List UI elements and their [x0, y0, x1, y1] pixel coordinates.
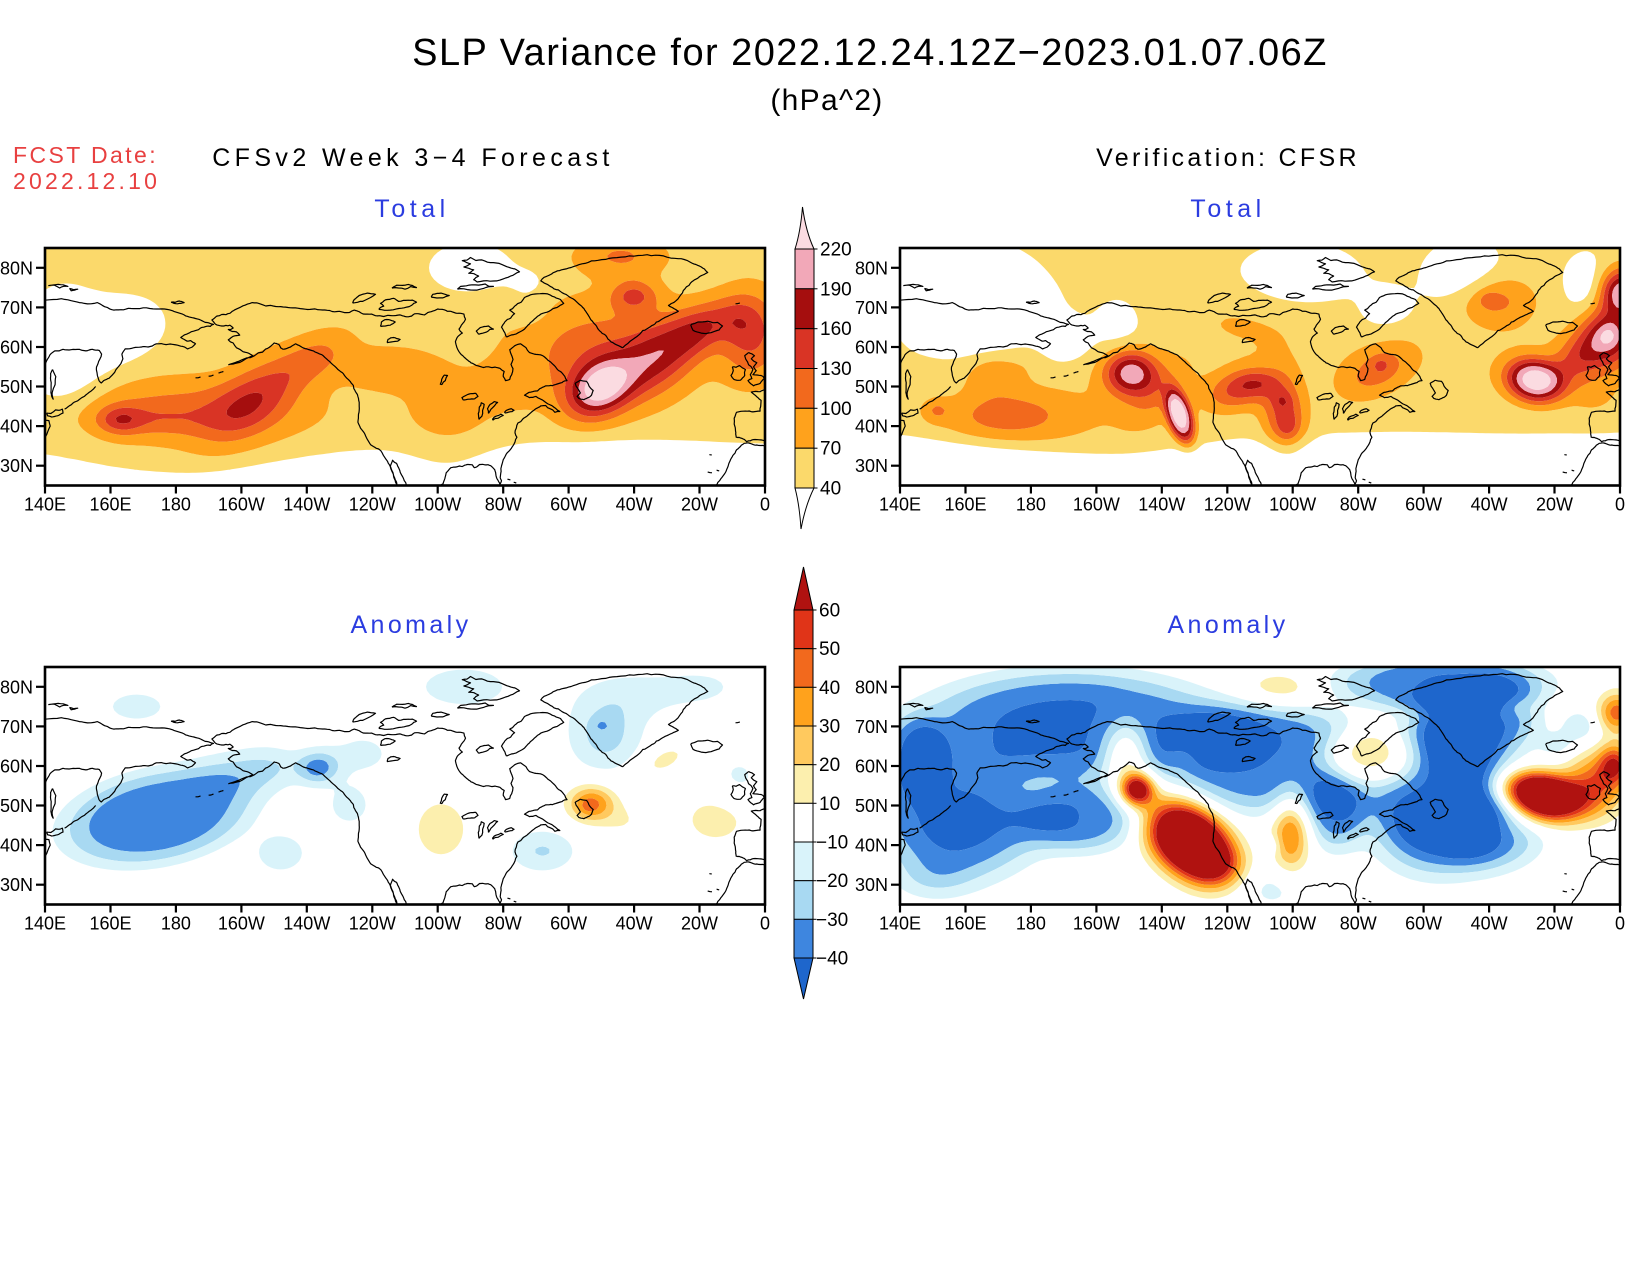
svg-text:40N: 40N: [0, 417, 33, 437]
svg-text:100W: 100W: [414, 914, 461, 934]
svg-text:120W: 120W: [1204, 914, 1251, 934]
svg-text:70N: 70N: [855, 298, 888, 318]
svg-text:Verification: CFSR: Verification: CFSR: [1096, 144, 1360, 172]
svg-text:140E: 140E: [879, 495, 921, 515]
svg-text:140E: 140E: [879, 914, 921, 934]
svg-text:40W: 40W: [616, 495, 653, 515]
svg-text:20W: 20W: [1536, 495, 1573, 515]
svg-text:(hPa^2): (hPa^2): [770, 84, 883, 117]
svg-text:2022.12.10: 2022.12.10: [13, 168, 160, 194]
svg-text:160W: 160W: [218, 914, 265, 934]
svg-text:SLP Variance for 2022.12.24.12: SLP Variance for 2022.12.24.12Z−2023.01.…: [412, 32, 1328, 74]
svg-text:160E: 160E: [944, 495, 986, 515]
svg-text:180: 180: [1016, 914, 1046, 934]
svg-text:120W: 120W: [349, 914, 396, 934]
svg-text:20: 20: [819, 755, 840, 776]
svg-text:140W: 140W: [1138, 914, 1185, 934]
svg-text:100W: 100W: [414, 495, 461, 515]
svg-text:30: 30: [819, 717, 840, 738]
svg-text:60N: 60N: [0, 757, 33, 777]
svg-text:100: 100: [820, 399, 852, 420]
svg-text:40N: 40N: [855, 417, 888, 437]
svg-text:80N: 80N: [855, 258, 888, 278]
svg-text:80N: 80N: [0, 258, 33, 278]
svg-text:60W: 60W: [1405, 495, 1442, 515]
svg-text:20W: 20W: [681, 495, 718, 515]
svg-text:80W: 80W: [485, 914, 522, 934]
svg-text:220: 220: [820, 240, 852, 261]
svg-text:80W: 80W: [1340, 495, 1377, 515]
svg-text:160W: 160W: [1073, 914, 1120, 934]
svg-text:20W: 20W: [681, 914, 718, 934]
svg-text:70N: 70N: [0, 298, 33, 318]
svg-text:40: 40: [819, 678, 840, 699]
svg-text:−10: −10: [816, 833, 848, 854]
svg-text:50N: 50N: [855, 377, 888, 397]
svg-text:30N: 30N: [0, 875, 33, 895]
svg-text:180: 180: [1016, 495, 1046, 515]
svg-text:40: 40: [820, 479, 841, 500]
svg-text:Total: Total: [1190, 195, 1265, 223]
svg-text:80N: 80N: [0, 677, 33, 697]
svg-text:FCST Date:: FCST Date:: [13, 142, 158, 168]
svg-text:40W: 40W: [1471, 914, 1508, 934]
svg-text:70N: 70N: [855, 717, 888, 737]
svg-text:160E: 160E: [944, 914, 986, 934]
svg-text:160E: 160E: [89, 495, 131, 515]
svg-text:−40: −40: [816, 949, 848, 970]
svg-text:30N: 30N: [0, 456, 33, 476]
svg-text:80W: 80W: [485, 495, 522, 515]
svg-text:60N: 60N: [855, 757, 888, 777]
svg-text:180: 180: [161, 495, 191, 515]
svg-text:140E: 140E: [24, 914, 66, 934]
svg-text:140W: 140W: [283, 914, 330, 934]
svg-text:80N: 80N: [855, 677, 888, 697]
svg-text:−20: −20: [816, 871, 848, 892]
svg-text:70N: 70N: [0, 717, 33, 737]
svg-text:60N: 60N: [855, 338, 888, 358]
svg-text:160: 160: [820, 319, 852, 340]
svg-text:40N: 40N: [855, 836, 888, 856]
svg-text:Anomaly: Anomaly: [350, 611, 471, 639]
svg-text:0: 0: [760, 495, 770, 515]
svg-text:140W: 140W: [283, 495, 330, 515]
svg-text:40W: 40W: [1471, 495, 1508, 515]
svg-text:60N: 60N: [0, 338, 33, 358]
svg-text:−30: −30: [816, 910, 848, 931]
svg-text:160W: 160W: [218, 495, 265, 515]
svg-text:40W: 40W: [616, 914, 653, 934]
svg-text:160W: 160W: [1073, 495, 1120, 515]
svg-text:50N: 50N: [855, 796, 888, 816]
svg-text:100W: 100W: [1269, 914, 1316, 934]
svg-text:120W: 120W: [349, 495, 396, 515]
svg-text:Total: Total: [374, 195, 449, 223]
svg-text:30N: 30N: [855, 875, 888, 895]
svg-text:10: 10: [819, 794, 840, 815]
svg-text:80W: 80W: [1340, 914, 1377, 934]
svg-text:40N: 40N: [0, 836, 33, 856]
svg-text:60W: 60W: [1405, 914, 1442, 934]
svg-text:50N: 50N: [0, 796, 33, 816]
svg-text:140W: 140W: [1138, 495, 1185, 515]
svg-text:60W: 60W: [550, 495, 587, 515]
svg-text:Anomaly: Anomaly: [1167, 611, 1288, 639]
svg-text:60W: 60W: [550, 914, 587, 934]
svg-text:70: 70: [820, 439, 841, 460]
svg-text:160E: 160E: [89, 914, 131, 934]
svg-text:60: 60: [819, 601, 840, 622]
svg-text:100W: 100W: [1269, 495, 1316, 515]
svg-text:180: 180: [161, 914, 191, 934]
svg-text:50: 50: [819, 639, 840, 660]
svg-text:50N: 50N: [0, 377, 33, 397]
svg-text:0: 0: [1615, 495, 1625, 515]
svg-text:190: 190: [820, 279, 852, 300]
svg-text:20W: 20W: [1536, 914, 1573, 934]
svg-text:140E: 140E: [24, 495, 66, 515]
svg-text:CFSv2 Week 3−4 Forecast: CFSv2 Week 3−4 Forecast: [212, 144, 614, 172]
svg-text:120W: 120W: [1204, 495, 1251, 515]
svg-text:130: 130: [820, 359, 852, 380]
svg-text:0: 0: [1615, 914, 1625, 934]
svg-text:30N: 30N: [855, 456, 888, 476]
svg-text:0: 0: [760, 914, 770, 934]
